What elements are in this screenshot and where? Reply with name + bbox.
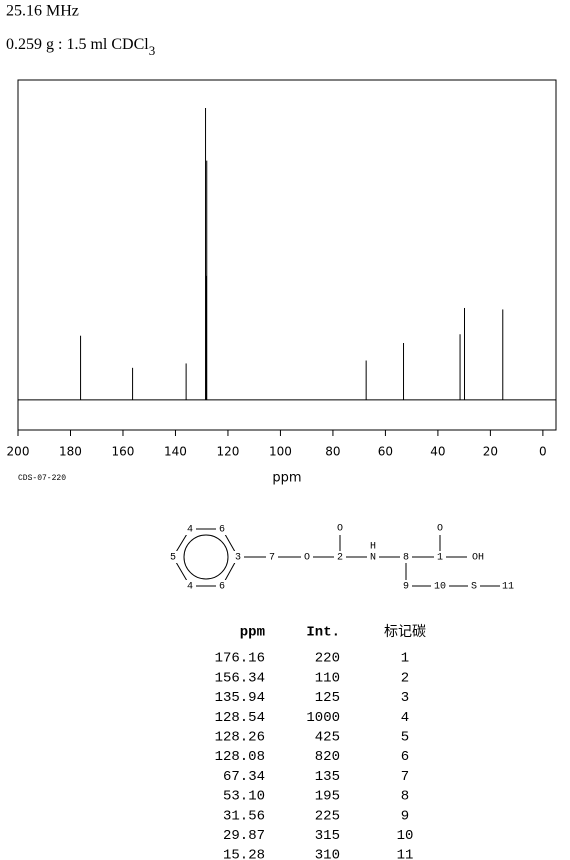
table-cell: 11 — [397, 848, 414, 860]
aromatic-circle — [183, 534, 229, 580]
label-bg — [472, 551, 484, 563]
label-bg — [167, 551, 179, 563]
sample: 0.259 g : 1.5 ml CDCl3 — [6, 36, 155, 58]
table-header: ppm — [240, 625, 265, 641]
plot-frame — [17, 79, 557, 431]
atom-label: 6 — [219, 582, 225, 593]
label-bg — [216, 580, 228, 592]
table-cell: 315 — [315, 828, 340, 844]
table-cell: 5 — [401, 730, 409, 746]
label-bg — [400, 551, 412, 563]
label-bg — [468, 580, 480, 592]
structure: 4 6 5 3 4 6 7 O 2 O NH 8 1 O OH 9 10 S 11 — [167, 522, 514, 593]
x-tick-label: 180 — [59, 445, 82, 459]
x-tick-label: 200 — [7, 445, 30, 459]
sample-text: 0.259 g : 1.5 ml CDCl — [6, 36, 149, 53]
table-cell: 6 — [401, 749, 409, 765]
table-header: 标记碳 — [384, 624, 426, 640]
table-header: Int. — [306, 625, 340, 641]
table-cell: 110 — [315, 670, 340, 686]
atom-label: O — [437, 524, 443, 535]
atom-label: O — [337, 524, 343, 535]
label-bg — [434, 551, 446, 563]
atom-label: O — [304, 553, 310, 564]
x-tick-label: 40 — [430, 445, 445, 459]
table-cell: 128.26 — [215, 730, 265, 746]
label-bg — [400, 580, 412, 592]
table-cell: 135.94 — [215, 690, 265, 706]
label-bg — [434, 580, 446, 592]
atom-label: OH — [472, 553, 484, 564]
table-cell: 2 — [401, 670, 409, 686]
atom-label: 2 — [337, 553, 343, 564]
table-cell: 9 — [401, 808, 409, 824]
atom-label: 6 — [219, 525, 225, 536]
atom-label: 11 — [502, 582, 514, 593]
table-cell: 29.87 — [223, 828, 265, 844]
spectrum-code: CDS-07-220 — [18, 474, 66, 483]
sample-subscript: 3 — [149, 43, 156, 58]
label-bg — [502, 580, 514, 592]
table-cell: 220 — [315, 651, 340, 667]
table-cell: 135 — [315, 769, 340, 785]
table-cell: 1000 — [306, 710, 340, 726]
atom-label: 8 — [403, 553, 409, 564]
table-cell: 128.08 — [215, 749, 265, 765]
x-axis-label: ppm — [272, 471, 301, 486]
table-cell: 195 — [315, 789, 340, 805]
table-cell: 53.10 — [223, 789, 265, 805]
table-cell: 225 — [315, 808, 340, 824]
x-tick-label: 0 — [539, 445, 547, 459]
table-cell: 820 — [315, 749, 340, 765]
table-cell: 3 — [401, 690, 409, 706]
label-bg — [266, 551, 278, 563]
table-cell: 176.16 — [215, 651, 265, 667]
table-cell: 67.34 — [223, 769, 265, 785]
frequency: 25.16 MHz — [6, 3, 79, 20]
x-tick-label: 80 — [325, 445, 340, 459]
table-cell: 128.54 — [215, 710, 265, 726]
x-tick-label: 160 — [112, 445, 135, 459]
label-bg — [334, 522, 346, 534]
table-cell: 425 — [315, 730, 340, 746]
x-tick-label: 140 — [164, 445, 187, 459]
table-cell: 125 — [315, 690, 340, 706]
x-tick-label: 20 — [483, 445, 498, 459]
table-cell: 8 — [401, 789, 409, 805]
atom-label: 10 — [434, 582, 446, 593]
atom-label: 7 — [269, 553, 275, 564]
table-cell: 310 — [315, 848, 340, 860]
label-bg — [434, 522, 446, 534]
label-bg — [301, 551, 313, 563]
atom-label: 5 — [170, 553, 176, 564]
table-cell: 10 — [397, 828, 414, 844]
label-bg — [216, 523, 228, 535]
table-cell: 4 — [401, 710, 409, 726]
table-cell: 31.56 — [223, 808, 265, 824]
label-bg — [334, 551, 346, 563]
table-cell: 1 — [401, 651, 409, 667]
label-bg — [232, 551, 244, 563]
table-cell: 156.34 — [215, 670, 265, 686]
label-bg — [184, 523, 196, 535]
table-cell: 7 — [401, 769, 409, 785]
atom-label: 1 — [437, 553, 443, 564]
label-bg — [184, 580, 196, 592]
x-tick-label: 120 — [216, 445, 239, 459]
x-tick-label: 100 — [269, 445, 292, 459]
table-cell: 15.28 — [223, 848, 265, 860]
atom-label: 4 — [187, 525, 193, 536]
atom-label: N — [370, 553, 376, 564]
atom-label: 3 — [235, 553, 241, 564]
atom-label: 9 — [403, 582, 409, 593]
atom-label: H — [370, 542, 376, 553]
label-bg — [367, 540, 379, 552]
x-tick-label: 60 — [378, 445, 393, 459]
atom-label: S — [471, 582, 477, 593]
atom-label: 4 — [187, 582, 193, 593]
label-bg — [367, 551, 379, 563]
